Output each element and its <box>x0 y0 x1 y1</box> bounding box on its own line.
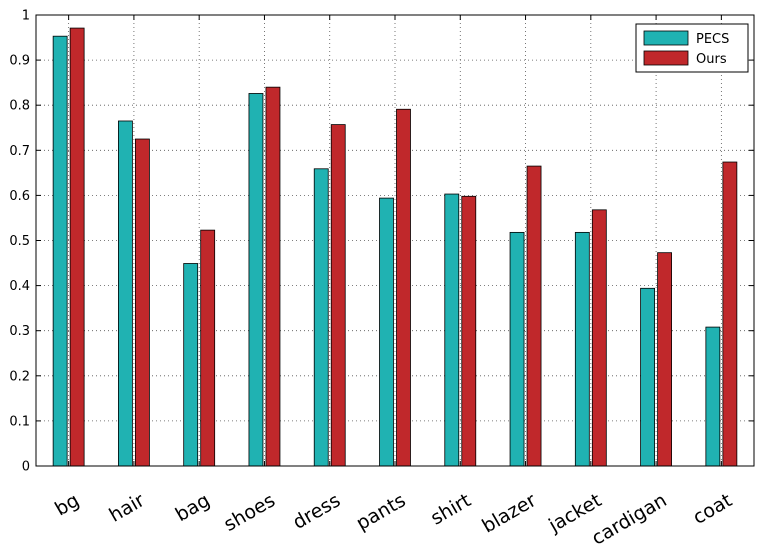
bar-pecs-hair <box>118 120 133 467</box>
bar-ours-coat <box>722 161 738 467</box>
bar-ours-hair <box>135 138 150 467</box>
x-category-label: shirt <box>427 489 475 529</box>
bar-ours-blazer <box>526 165 542 467</box>
legend: PECS Ours <box>635 23 749 73</box>
bars <box>52 27 738 467</box>
bar-ours-shirt <box>461 195 477 467</box>
x-category-label: pants <box>353 489 410 535</box>
y-axis: 0 0.1 0.2 0.3 0.4 0.5 0.6 0.7 0.8 0.9 1 <box>9 9 754 475</box>
bar-pecs-cardigan <box>640 287 655 467</box>
y-tick-label: 1 <box>22 9 30 24</box>
bar-ours-jacket <box>591 209 607 467</box>
x-category-label: dress <box>289 489 344 534</box>
y-tick-label: 0.6 <box>9 189 30 204</box>
y-tick-label: 0.1 <box>9 414 30 429</box>
bar-pecs-blazer <box>509 231 525 467</box>
bar-pecs-bag <box>183 263 199 467</box>
x-category-label: bag <box>172 489 214 526</box>
bar-pecs-shoes <box>248 93 264 467</box>
y-tick-label: 0.3 <box>9 324 30 339</box>
y-tick-label: 0.5 <box>9 234 30 249</box>
x-category-label: bg <box>51 489 83 520</box>
x-category-label: coat <box>689 489 736 529</box>
legend-label-ours: Ours <box>696 52 727 67</box>
y-tick-label: 0.9 <box>9 54 30 69</box>
bar-ours-pants <box>396 108 411 467</box>
x-category-label: shoes <box>220 489 279 536</box>
legend-label-pecs: PECS <box>696 32 729 47</box>
x-category-label: hair <box>106 489 149 527</box>
bar-pecs-dress <box>313 168 329 467</box>
bar-pecs-coat <box>705 326 721 467</box>
bar-ours-cardigan <box>657 252 672 467</box>
bar-pecs-jacket <box>574 231 590 467</box>
legend-swatch-ours <box>643 50 689 66</box>
legend-swatch-pecs <box>643 30 689 46</box>
y-tick-label: 0.8 <box>9 99 30 114</box>
y-tick-label: 0.7 <box>9 144 30 159</box>
y-tick-label: 0 <box>22 460 30 475</box>
bar-ours-dress <box>330 124 346 467</box>
bar-pecs-shirt <box>444 193 460 467</box>
y-tick-label: 0.4 <box>9 279 30 294</box>
x-category-label: cardigan <box>588 489 671 549</box>
bar-ours-bag <box>200 229 216 467</box>
y-tick-label: 0.2 <box>9 369 30 384</box>
bar-pecs-bg <box>52 35 68 467</box>
bar-ours-bg <box>69 27 85 467</box>
x-category-label: blazer <box>478 489 540 537</box>
bar-pecs-pants <box>379 197 394 467</box>
bar-ours-shoes <box>265 86 281 467</box>
